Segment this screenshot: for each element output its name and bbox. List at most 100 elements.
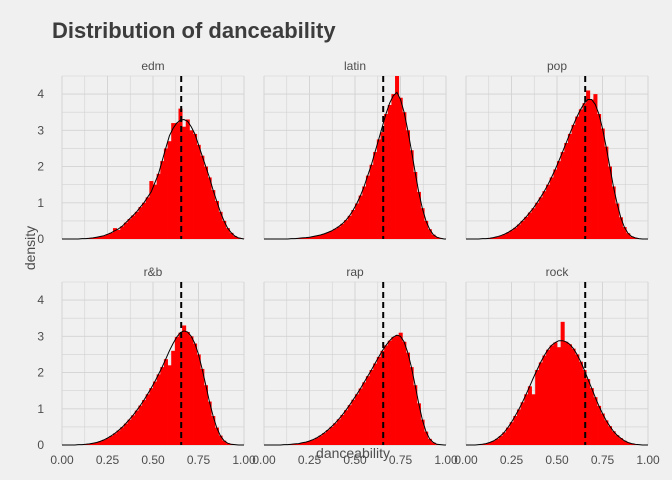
histogram-bar <box>373 152 378 239</box>
histogram-bars <box>289 76 443 239</box>
histogram-bar <box>398 97 403 239</box>
histogram-bar <box>236 237 241 239</box>
histogram-bars <box>76 325 238 445</box>
x-tick-label: 0.25 <box>298 453 322 467</box>
histogram-bar <box>200 368 205 445</box>
histogram-bar <box>167 141 172 239</box>
histogram-bar <box>149 181 154 239</box>
histogram-bar <box>314 235 319 239</box>
histogram-bar <box>567 344 572 445</box>
y-tick-label: 1 <box>37 196 44 210</box>
histogram-bar <box>225 228 230 239</box>
y-tick-label: 3 <box>37 123 44 137</box>
histogram-bar <box>336 419 341 445</box>
histogram-bar <box>102 439 107 445</box>
histogram-bar <box>431 442 436 445</box>
histogram-bar <box>622 227 627 239</box>
histogram-bar <box>193 343 198 445</box>
x-tick-label: 0.25 <box>96 453 120 467</box>
histogram-bar <box>593 94 598 239</box>
x-axis-title: danceability <box>316 445 390 461</box>
histogram-bar <box>293 443 298 445</box>
histogram-bar <box>131 215 136 239</box>
x-tick-label: 0.00 <box>252 453 276 467</box>
histogram-bar <box>567 133 572 239</box>
histogram-bar <box>203 385 208 445</box>
histogram-bar <box>123 423 128 445</box>
histogram-bar <box>516 409 521 445</box>
histogram-bar <box>105 234 110 239</box>
histogram-bar <box>134 211 139 239</box>
histogram-bar <box>333 228 338 239</box>
histogram-bar <box>120 427 125 445</box>
y-tick-label: 0 <box>37 232 44 246</box>
histogram-bars <box>480 90 642 240</box>
histogram-bar <box>218 435 223 445</box>
histogram-bar <box>225 443 230 445</box>
x-tick-label: 0.50 <box>545 453 569 467</box>
histogram-bar <box>182 126 187 239</box>
histogram-bar <box>431 234 436 239</box>
density-line <box>264 334 446 446</box>
histogram-bar <box>520 402 525 445</box>
histogram-bar <box>424 220 429 239</box>
histogram-bar <box>607 426 612 445</box>
histogram-bar <box>395 76 400 239</box>
histogram-bar <box>498 435 503 445</box>
histogram-bars <box>476 321 642 445</box>
histogram-bar <box>491 441 496 445</box>
x-tick-label: 1.00 <box>636 453 660 467</box>
facet-latin: latin <box>263 59 447 240</box>
histogram-bar <box>509 422 514 445</box>
histogram-bar <box>597 114 602 239</box>
histogram-bar <box>546 349 551 445</box>
histogram-bar <box>171 350 176 445</box>
x-tick-label: 0.50 <box>141 453 165 467</box>
histogram-bar <box>495 438 500 445</box>
histogram-bar <box>307 237 312 239</box>
histogram-bar <box>116 229 121 239</box>
histogram-bar <box>358 195 363 239</box>
histogram-bar <box>311 439 316 445</box>
histogram-bar <box>420 419 425 445</box>
histogram-bars <box>282 332 443 445</box>
histogram-bar <box>347 215 352 239</box>
histogram-bar <box>340 414 345 445</box>
histogram-bar <box>365 376 370 445</box>
histogram-bar <box>102 235 107 239</box>
histogram-bar <box>344 220 349 239</box>
histogram-bar <box>203 166 208 239</box>
histogram-bar <box>376 139 381 239</box>
histogram-bar <box>109 232 114 239</box>
y-tick-label: 0 <box>37 438 44 452</box>
histogram-bar <box>156 173 161 239</box>
histogram-bar <box>578 361 583 445</box>
histogram-bar <box>527 212 532 239</box>
histogram-bar <box>87 443 92 445</box>
histogram-bar <box>325 430 330 445</box>
histogram-bar <box>365 175 370 239</box>
histogram-bar <box>416 403 421 445</box>
facet-label-rock: rock <box>546 265 570 279</box>
histogram-bar <box>593 397 598 445</box>
histogram-bar <box>311 236 316 239</box>
histogram-bar <box>413 385 418 445</box>
histogram-bar <box>513 227 518 239</box>
histogram-bar <box>420 208 425 239</box>
x-tick-label: 0.00 <box>50 453 74 467</box>
histogram-bar <box>571 348 576 445</box>
histogram-bar <box>506 427 511 445</box>
histogram-bar <box>138 207 143 239</box>
histogram-bar <box>395 335 400 445</box>
histogram-bar <box>318 435 323 445</box>
histogram-bar <box>629 236 634 239</box>
histogram-bar <box>498 235 503 239</box>
histogram-bar <box>600 413 605 445</box>
histogram-bar <box>491 237 496 239</box>
histogram-bar <box>542 191 547 239</box>
density-line <box>62 118 245 240</box>
histogram-bar <box>329 426 334 445</box>
y-tick-label: 1 <box>37 402 44 416</box>
histogram-bar <box>553 169 558 239</box>
x-tick-label: 0.50 <box>343 453 367 467</box>
